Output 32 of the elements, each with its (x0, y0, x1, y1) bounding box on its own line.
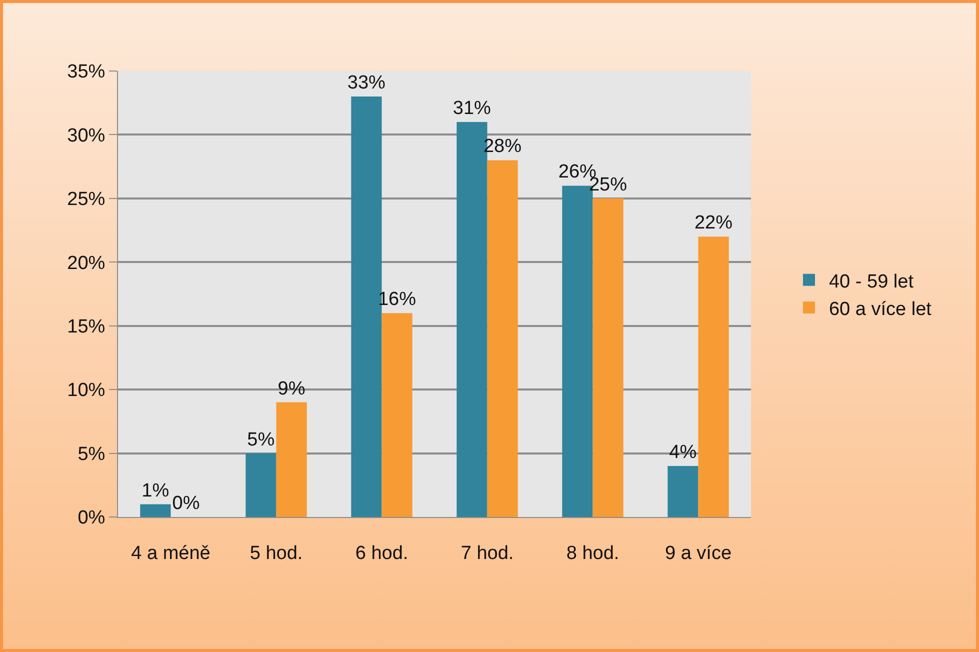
x-tick-label: 5 hod. (250, 542, 303, 564)
bar (276, 402, 307, 517)
y-tick-label: 0% (78, 508, 106, 529)
bar (668, 466, 698, 517)
data-label: 33% (347, 72, 386, 94)
x-tick-label: 6 hod. (355, 542, 408, 564)
bar (246, 453, 276, 517)
y-tick-label: 25% (67, 189, 106, 210)
y-tick-label: 5% (78, 444, 106, 465)
x-tick-label: 8 hod. (566, 542, 620, 564)
y-tick-label: 35% (67, 62, 106, 83)
y-tick-label: 15% (67, 316, 106, 338)
bar (382, 313, 412, 517)
data-label: 0% (172, 493, 200, 514)
bar (140, 504, 171, 517)
data-label: 1% (142, 480, 170, 502)
x-tick-label: 7 hod. (460, 542, 514, 564)
x-tick-label: 4 a méně (131, 542, 210, 564)
data-label: 22% (694, 212, 733, 234)
data-label: 4% (669, 442, 697, 464)
x-tick-label: 9 a více (664, 542, 732, 564)
bar (487, 160, 518, 517)
data-label: 31% (452, 98, 492, 119)
legend-label: 60 a více let (828, 298, 932, 320)
bar (698, 236, 729, 517)
data-label: 5% (247, 429, 275, 450)
y-tick-label: 20% (67, 252, 106, 274)
legend-label: 40 - 59 let (828, 271, 914, 292)
data-label: 9% (278, 378, 306, 400)
bar (592, 198, 624, 517)
y-tick-label: 30% (67, 125, 106, 146)
y-tick-label: 10% (67, 380, 106, 402)
